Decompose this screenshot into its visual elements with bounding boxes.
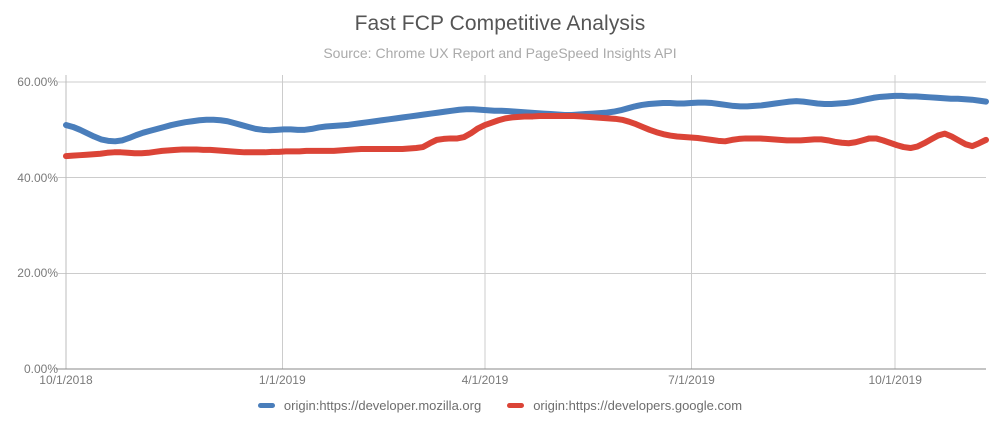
legend-entry-mozilla[interactable]: origin:https://developer.mozilla.org xyxy=(257,398,482,413)
y-axis-tick-label: 20.00% xyxy=(17,266,58,281)
x-axis-tick-label: 10/1/2019 xyxy=(868,373,922,387)
x-axis-tick-label: 1/1/2019 xyxy=(258,373,306,387)
series-lines xyxy=(63,92,989,160)
series-line-google xyxy=(63,112,989,160)
legend-entry-google[interactable]: origin:https://developers.google.com xyxy=(507,398,742,413)
x-axis-tick-label: 10/1/2018 xyxy=(39,373,93,387)
y-axis-tick-label: 40.00% xyxy=(17,170,58,185)
x-axis-tick-label: 7/1/2019 xyxy=(668,373,715,387)
y-axis-tick-label: 0.00% xyxy=(23,362,58,376)
grid-lines xyxy=(58,75,986,369)
x-axis-tick-label: 4/1/2019 xyxy=(461,373,509,387)
legend-label: origin:https://developer.mozilla.org xyxy=(283,398,482,413)
y-axis-tick-label: 60.00% xyxy=(17,75,58,89)
chart-legend: origin:https://developer.mozilla.org orig… xyxy=(0,398,1000,413)
series-line-mozilla xyxy=(63,92,989,145)
chart-title: Fast FCP Competitive Analysis xyxy=(354,12,646,35)
legend-label: origin:https://developers.google.com xyxy=(533,398,743,413)
legend-swatch-icon xyxy=(507,403,525,408)
legend-swatch-icon xyxy=(257,403,275,408)
chart-subtitle: Source: Chrome UX Report and PageSpeed I… xyxy=(323,45,677,61)
